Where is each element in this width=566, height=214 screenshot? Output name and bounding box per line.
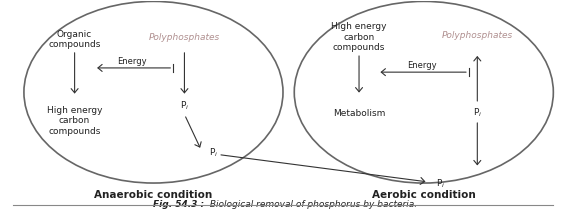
Text: Polyphosphates: Polyphosphates [441,31,513,40]
Text: P$_i$: P$_i$ [209,146,218,159]
Text: Aerobic condition: Aerobic condition [372,190,475,200]
Text: P$_i$: P$_i$ [180,100,189,112]
Text: Energy: Energy [408,61,437,70]
Text: Fig. 54.3 :: Fig. 54.3 : [153,200,204,209]
Text: Metabolism: Metabolism [333,109,385,118]
Text: Biological removal of phosphorus by bacteria.: Biological removal of phosphorus by bact… [207,200,417,209]
Text: Polyphosphates: Polyphosphates [149,33,220,42]
Text: P$_i$: P$_i$ [473,106,482,119]
Text: High energy
carbon
compounds: High energy carbon compounds [47,106,102,136]
Text: Anaerobic condition: Anaerobic condition [95,190,213,200]
Text: Organic
compounds: Organic compounds [49,30,101,49]
Text: P$_i$: P$_i$ [436,177,445,190]
Text: Energy: Energy [117,57,147,66]
Text: High energy
carbon
compounds: High energy carbon compounds [331,22,387,52]
